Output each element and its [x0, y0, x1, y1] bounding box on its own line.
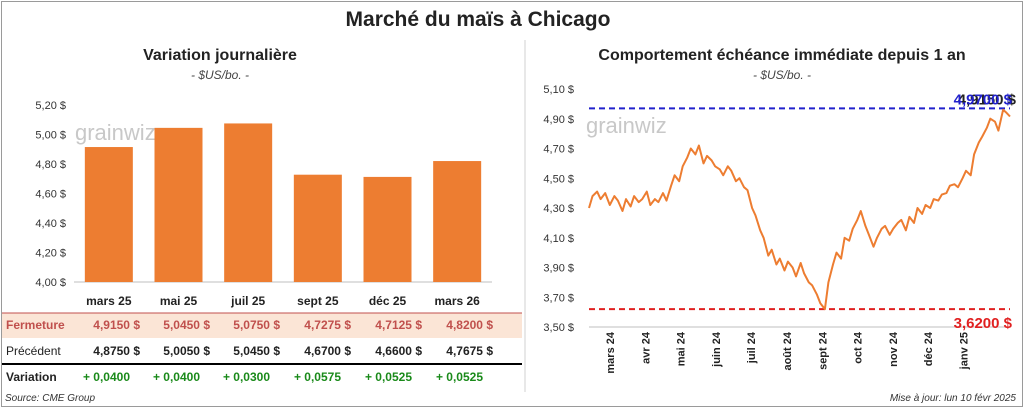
line-chart: 3,50 $ 3,70 $ 3,90 $ 4,10 $ 4,30 $ 4,50 $ 4,70… — [543, 84, 1016, 374]
line-y-tick-label: 3,70 $ — [543, 292, 574, 304]
precedent-cell: 5,0450 $ — [233, 344, 280, 358]
bar-category-label: mai 25 — [160, 294, 198, 308]
source-note: Source: CME Group — [5, 393, 96, 404]
line-x-tick-label: oct 24 — [852, 331, 864, 364]
right-watermark: grainwiz — [586, 113, 667, 138]
row-label-variation: Variation — [6, 370, 57, 384]
line-x-tick-label: sept 24 — [818, 331, 830, 370]
fermeture-cell: 4,7125 $ — [375, 318, 422, 332]
bar — [293, 174, 342, 282]
line-x-tick-label: nov 24 — [888, 331, 900, 367]
bar-category-label: déc 25 — [369, 294, 407, 308]
bar — [363, 176, 412, 282]
bar-y-tick-label: 4,60 $ — [35, 189, 66, 201]
fermeture-cell: 4,8200 $ — [446, 318, 493, 332]
fermeture-cell: 4,9150 $ — [93, 318, 140, 332]
price-series-line — [588, 108, 1011, 311]
page-title: Marché du maïs à Chicago — [345, 8, 611, 31]
precedent-cell: 4,6700 $ — [304, 344, 351, 358]
variation-cell: + 0,0525 — [435, 370, 483, 384]
min-value-label: 3,6200 $ — [954, 315, 1013, 332]
max-value-label: 4,9700 $ — [954, 91, 1013, 108]
bar-category-label: mars 26 — [434, 294, 480, 308]
line-x-tick-label: avr 24 — [641, 331, 653, 364]
line-y-tick-label: 4,10 $ — [543, 233, 574, 245]
line-y-tick-label: 4,50 $ — [543, 173, 574, 185]
line-x-tick-label: mars 24 — [605, 331, 617, 373]
variation-cell: + 0,0300 — [222, 370, 270, 384]
bar — [224, 123, 273, 282]
right-chart-title: Comportement échéance immédiate depuis 1… — [598, 47, 966, 64]
line-x-tick-label: juil 24 — [746, 331, 758, 364]
bar-category-label: sept 25 — [297, 294, 339, 308]
precedent-cell: 4,8750 $ — [93, 344, 140, 358]
bar-y-tick-label: 4,40 $ — [35, 218, 66, 230]
last-value-label: 4,9150 $ — [958, 91, 1017, 108]
line-y-tick-label: 4,70 $ — [543, 144, 574, 156]
row-label-fermeture: Fermeture — [6, 318, 65, 332]
bar-chart: 4,00 $ 4,20 $ 4,40 $ 4,60 $ 4,80 $ 5,00 $ 5,20… — [35, 100, 492, 308]
variation-cell: + 0,0575 — [293, 370, 341, 384]
bar-y-tick-label: 4,20 $ — [35, 248, 66, 260]
line-y-tick-label: 4,30 $ — [543, 203, 574, 215]
line-x-tick-label: janv 25 — [959, 332, 971, 370]
variation-cell: + 0,0400 — [152, 370, 200, 384]
right-chart-subtitle: - $US/bo. - — [752, 68, 812, 82]
bar — [154, 127, 203, 282]
line-y-tick-label: 4,90 $ — [543, 114, 574, 126]
fermeture-cell: 5,0450 $ — [163, 318, 210, 332]
line-x-tick-label: déc 24 — [923, 331, 935, 366]
left-chart-title: Variation journalière — [143, 47, 297, 64]
precedent-cell: 5,0050 $ — [163, 344, 210, 358]
row-label-precedent: Précédent — [6, 344, 61, 358]
precedent-cell: 4,7675 $ — [446, 344, 493, 358]
update-note: Mise à jour: lun 10 févr 2025 — [889, 393, 1016, 404]
bar — [433, 161, 482, 282]
line-x-tick-label: mai 24 — [675, 331, 687, 366]
bar-y-tick-label: 4,00 $ — [35, 277, 66, 289]
line-y-tick-label: 3,90 $ — [543, 263, 574, 275]
line-x-tick-label: juin 24 — [711, 331, 723, 368]
line-x-tick-label: août 24 — [782, 331, 794, 370]
left-watermark: grainwiz — [75, 120, 156, 145]
fermeture-cell: 5,0750 $ — [233, 318, 280, 332]
fermeture-row-bg — [2, 313, 522, 338]
bar-category-label: juil 25 — [230, 294, 265, 308]
bar-y-tick-label: 5,20 $ — [35, 100, 66, 112]
bar-y-tick-label: 5,00 $ — [35, 130, 66, 142]
precedent-cell: 4,6600 $ — [375, 344, 422, 358]
bar-y-tick-label: 4,80 $ — [35, 159, 66, 171]
line-y-tick-label: 5,10 $ — [543, 84, 574, 96]
fermeture-cell: 4,7275 $ — [304, 318, 351, 332]
bar-category-label: mars 25 — [86, 294, 132, 308]
variation-cell: + 0,0400 — [82, 370, 130, 384]
line-y-tick-label: 3,50 $ — [543, 322, 574, 334]
variation-cell: + 0,0525 — [364, 370, 412, 384]
left-chart-subtitle: - $US/bo. - — [190, 68, 250, 82]
bar — [84, 147, 133, 282]
